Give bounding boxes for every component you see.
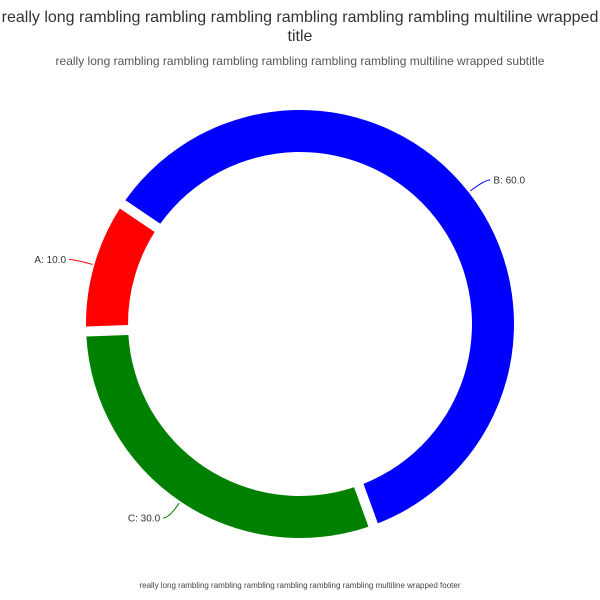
slice-label-a: A: 10.0 [34,255,66,266]
leader-line-a [69,259,93,265]
chart-title: really long rambling rambling rambling r… [1,9,599,45]
slice-c[interactable] [86,335,369,539]
chart-footer: really long rambling rambling rambling r… [139,581,461,590]
slice-label-c: C: 30.0 [128,513,161,524]
slices-group [85,110,514,539]
leader-line-c [163,502,180,519]
slice-a[interactable] [85,208,155,327]
leader-line-b [469,179,491,192]
chart-subtitle: really long rambling rambling rambling r… [55,54,545,68]
labels-group: A: 10.0 B: 60.0 C: 30.0 [34,175,525,524]
slice-label-b: B: 60.0 [493,175,525,186]
leader-lines-group [69,179,491,519]
